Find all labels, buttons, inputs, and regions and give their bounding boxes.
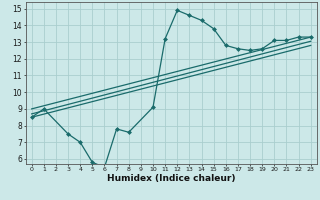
X-axis label: Humidex (Indice chaleur): Humidex (Indice chaleur) <box>107 174 236 183</box>
